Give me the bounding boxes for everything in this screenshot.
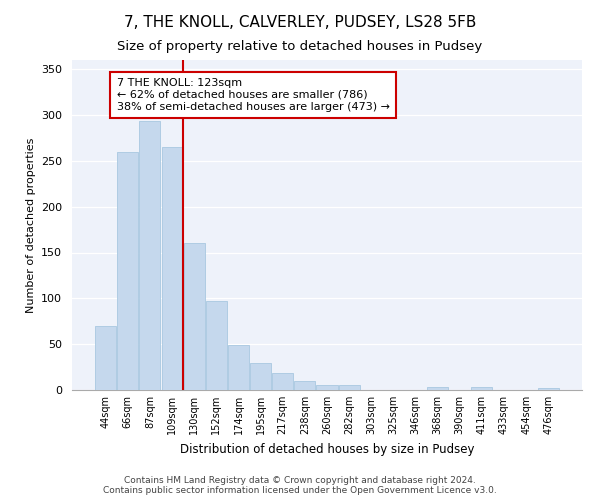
Bar <box>250 364 271 390</box>
Bar <box>118 152 139 390</box>
Bar <box>272 372 293 390</box>
Bar <box>295 381 316 390</box>
Bar <box>184 244 205 390</box>
Bar <box>228 345 249 390</box>
Text: Contains HM Land Registry data © Crown copyright and database right 2024.
Contai: Contains HM Land Registry data © Crown c… <box>103 476 497 495</box>
X-axis label: Distribution of detached houses by size in Pudsey: Distribution of detached houses by size … <box>180 442 474 456</box>
Text: 7 THE KNOLL: 123sqm
← 62% of detached houses are smaller (786)
38% of semi-detac: 7 THE KNOLL: 123sqm ← 62% of detached ho… <box>117 78 390 112</box>
Bar <box>316 384 338 390</box>
Bar <box>95 326 116 390</box>
Bar <box>427 387 448 390</box>
Y-axis label: Number of detached properties: Number of detached properties <box>26 138 35 312</box>
Text: Size of property relative to detached houses in Pudsey: Size of property relative to detached ho… <box>118 40 482 53</box>
Bar <box>206 301 227 390</box>
Text: 7, THE KNOLL, CALVERLEY, PUDSEY, LS28 5FB: 7, THE KNOLL, CALVERLEY, PUDSEY, LS28 5F… <box>124 15 476 30</box>
Bar <box>472 387 493 390</box>
Bar <box>161 147 182 390</box>
Bar <box>338 384 359 390</box>
Bar <box>538 388 559 390</box>
Bar <box>139 122 160 390</box>
